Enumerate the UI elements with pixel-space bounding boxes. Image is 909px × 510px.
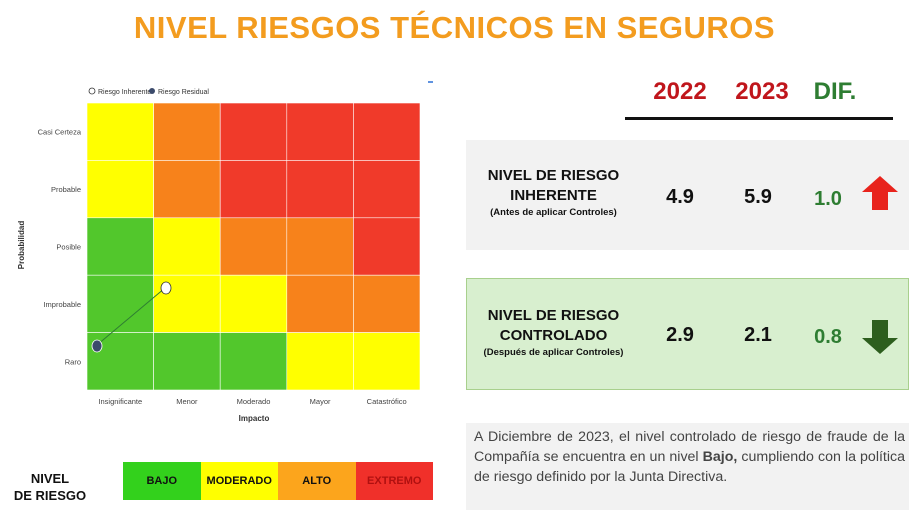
x-label: Menor	[176, 397, 198, 406]
level: MODERADO	[200, 462, 278, 500]
cell	[153, 332, 221, 391]
y-label: Casi Certeza	[38, 128, 82, 137]
cell	[219, 332, 288, 391]
level: BAJO	[123, 462, 201, 500]
controlled-box	[466, 278, 909, 390]
cell	[353, 274, 421, 333]
cell	[86, 274, 154, 333]
legend-label: Riesgo Residual	[158, 89, 209, 96]
cell	[219, 217, 288, 276]
label-line: INHERENTE	[510, 187, 597, 204]
x-label: Mayor	[310, 397, 331, 406]
row-label: NIVEL DE RIESGO INHERENTE (Antes de apli…	[466, 166, 641, 220]
inherent-marker	[160, 281, 172, 295]
value: 2.9	[666, 324, 694, 346]
cell	[86, 102, 154, 161]
cell	[86, 160, 154, 219]
y-axis-label: Probabilidad	[17, 221, 26, 270]
inherent-box	[466, 140, 909, 250]
text: A Diciembre de 2023, el nivel controlado…	[474, 429, 905, 465]
cell	[86, 217, 154, 276]
y-label: Posible	[56, 243, 81, 252]
text-bold: Bajo,	[702, 449, 738, 465]
cell	[353, 217, 421, 276]
cell	[219, 160, 288, 219]
up-arrow	[862, 176, 898, 210]
legend-label: Riesgo Inherente	[98, 89, 151, 96]
cell	[286, 332, 354, 391]
title: NIVEL RIESGOS TÉCNICOS EN SEGUROS	[133, 10, 776, 45]
x-label: Insignificante	[98, 397, 142, 406]
label-line: NIVEL DE RIESGO	[487, 167, 620, 184]
dif-header: DIF.	[813, 78, 857, 105]
residual-marker	[91, 339, 103, 353]
cell	[219, 102, 288, 161]
cell	[353, 160, 421, 219]
cell	[153, 102, 221, 161]
label-line: NIVEL DE RIESGO	[487, 307, 620, 324]
value: 5.9	[744, 186, 772, 208]
header-rule	[625, 117, 893, 120]
label-line: DE RIESGO	[13, 488, 87, 503]
cell	[153, 217, 221, 276]
row-label: NIVEL DE RIESGO CONTROLADO (Después de a…	[466, 306, 641, 360]
value: 2.1	[744, 324, 772, 346]
x-label: Catastrófico	[367, 397, 407, 406]
legend-icon	[88, 87, 96, 95]
cell	[286, 217, 354, 276]
label-line: NIVEL	[30, 471, 70, 486]
row-note: (Después de aplicar Controles)	[483, 347, 624, 358]
row-note: (Antes de aplicar Controles)	[490, 207, 617, 218]
cell	[153, 160, 221, 219]
value: 4.9	[666, 186, 694, 208]
risk-matrix: Riesgo Inherente Riesgo Residual Probabi…	[17, 81, 433, 423]
cell	[286, 102, 354, 161]
y-label: Improbable	[43, 300, 81, 309]
value: 1.0	[814, 188, 842, 210]
y-label: Raro	[65, 357, 81, 366]
cell	[286, 160, 354, 219]
x-axis-label: Impacto	[239, 414, 270, 423]
year-header: 2022	[653, 78, 707, 105]
value: 0.8	[814, 326, 842, 348]
year-header: 2023	[735, 78, 789, 105]
cell	[286, 274, 354, 333]
cell	[353, 102, 421, 161]
scale-label: NIVEL DE RIESGO	[10, 470, 90, 504]
cell	[219, 274, 288, 333]
x-label: Moderado	[237, 397, 271, 406]
risk-scale: BAJO MODERADO ALTO EXTREMO	[123, 462, 433, 500]
legend-icon	[149, 88, 155, 94]
label-line: CONTROLADO	[499, 327, 608, 344]
down-arrow	[862, 320, 898, 354]
paragraph: A Diciembre de 2023, el nivel controlado…	[466, 423, 909, 510]
level: ALTO	[278, 462, 356, 500]
y-label: Probable	[51, 185, 81, 194]
text: cumpliendo con la política de riesgo def…	[474, 449, 905, 485]
level: EXTREMO	[355, 462, 433, 500]
movement-line	[96, 287, 166, 346]
cell	[353, 332, 421, 391]
